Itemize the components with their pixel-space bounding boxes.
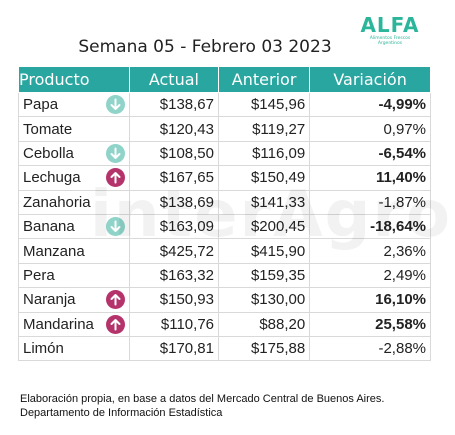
cell-variation: -2,88%	[309, 335, 431, 362]
cell-variation: 2,36%	[309, 238, 431, 264]
cell-product: Mandarina	[18, 311, 130, 337]
table-row: Manzana $425,72 $415,90 2,36%	[18, 238, 431, 264]
logo-word: ALFA	[360, 13, 420, 37]
product-name: Naranja	[23, 291, 76, 309]
arrow-down-circle-icon	[105, 216, 125, 236]
cell-variation: 0,97%	[309, 116, 431, 142]
table-row: Banana $163,09 $200,45 -18,64%	[18, 213, 431, 240]
product-name: Limón	[23, 340, 64, 358]
cell-previous: $88,20	[217, 311, 311, 337]
arrow-up-circle-icon	[105, 168, 125, 188]
cell-previous: $175,88	[217, 335, 311, 362]
cell-variation: -18,64%	[309, 213, 431, 240]
arrow-up-circle-icon	[105, 314, 125, 334]
cell-product: Lechuga	[18, 165, 130, 191]
cell-actual: $425,72	[128, 238, 220, 264]
cell-product: Pera	[18, 262, 130, 289]
page-title: Semana 05 - Febrero 03 2023	[78, 37, 332, 57]
cell-variation: 11,40%	[309, 165, 431, 191]
cell-actual: $167,65	[128, 165, 220, 191]
cell-previous: $116,09	[217, 140, 311, 167]
logo-subtitle-line1: Alimentos Frescos	[369, 36, 411, 41]
cell-actual: $110,76	[128, 311, 220, 337]
cell-product: Naranja	[18, 287, 130, 313]
cell-previous: $200,45	[217, 213, 311, 240]
cell-previous: $159,35	[217, 262, 311, 289]
cell-variation: -4,99%	[309, 91, 431, 118]
cell-product: Limón	[18, 335, 130, 362]
table-row: Zanahoria $138,69 $141,33 -1,87%	[18, 189, 431, 215]
cell-variation: -1,87%	[309, 189, 431, 215]
cell-previous: $130,00	[217, 287, 311, 313]
cell-previous: $150,49	[217, 165, 311, 191]
cell-variation: 25,58%	[309, 311, 431, 337]
cell-actual: $163,32	[128, 262, 220, 289]
table-row: Naranja $150,93 $130,00 16,10%	[18, 287, 431, 313]
alfa-logo: ALFA Alimentos Frescos Argentinos	[360, 14, 420, 64]
cell-product: Cebolla	[18, 140, 130, 167]
table-header-row: Producto Actual Anterior Variación	[18, 66, 431, 93]
cell-actual: $138,69	[128, 189, 220, 215]
cell-product: Tomate	[18, 116, 130, 142]
product-name: Papa	[23, 96, 59, 114]
header-variation: Variación	[309, 66, 431, 93]
product-name: Cebolla	[23, 144, 74, 162]
table-row: Lechuga $167,65 $150,49 11,40%	[18, 165, 431, 191]
cell-actual: $120,43	[128, 116, 220, 142]
header-previous: Anterior	[217, 66, 311, 93]
product-name: Zanahoria	[23, 193, 91, 211]
product-name: Lechuga	[23, 169, 81, 187]
price-table: Producto Actual Anterior Variación Papa $…	[18, 66, 431, 362]
cell-actual: $138,67	[128, 91, 220, 118]
cell-actual: $170,81	[128, 335, 220, 362]
cell-actual: $108,50	[128, 140, 220, 167]
cell-actual: $150,93	[128, 287, 220, 313]
product-name: Pera	[23, 266, 55, 284]
cell-previous: $119,27	[217, 116, 311, 142]
cell-product: Papa	[18, 91, 130, 118]
table-row: Limón $170,81 $175,88 -2,88%	[18, 335, 431, 362]
table-row: Pera $163,32 $159,35 2,49%	[18, 262, 431, 289]
cell-actual: $163,09	[128, 213, 220, 240]
cell-product: Zanahoria	[18, 189, 130, 215]
cell-variation: -6,54%	[309, 140, 431, 167]
cell-product: Manzana	[18, 238, 130, 264]
table-row: Tomate $120,43 $119,27 0,97%	[18, 116, 431, 142]
cell-previous: $145,96	[217, 91, 311, 118]
footer-line-1: Elaboración propia, en base a datos del …	[20, 393, 385, 405]
cell-previous: $141,33	[217, 189, 311, 215]
product-name: Mandarina	[23, 315, 94, 333]
arrow-down-circle-icon	[105, 143, 125, 163]
footer-line-2: Departamento de Información Estadística	[20, 407, 223, 419]
product-name: Tomate	[23, 120, 73, 138]
table-row: Papa $138,67 $145,96 -4,99%	[18, 91, 431, 118]
cell-variation: 2,49%	[309, 262, 431, 289]
cell-variation: 16,10%	[309, 287, 431, 313]
table-row: Cebolla $108,50 $116,09 -6,54%	[18, 140, 431, 167]
logo-subtitle-line2: Argentinos	[377, 41, 403, 46]
source-footer: Elaboración propia, en base a datos del …	[20, 392, 440, 420]
arrow-up-circle-icon	[105, 290, 125, 310]
cell-product: Banana	[18, 213, 130, 240]
arrow-down-circle-icon	[105, 95, 125, 114]
header-product: Producto	[18, 66, 130, 93]
table-body: Papa $138,67 $145,96 -4,99% Tomate $120,43 $11…	[18, 91, 431, 362]
product-name: Banana	[23, 218, 75, 236]
header-actual: Actual	[128, 66, 220, 93]
cell-previous: $415,90	[217, 238, 311, 264]
table-row: Mandarina $110,76 $88,20 25,58%	[18, 311, 431, 337]
product-name: Manzana	[23, 242, 85, 260]
